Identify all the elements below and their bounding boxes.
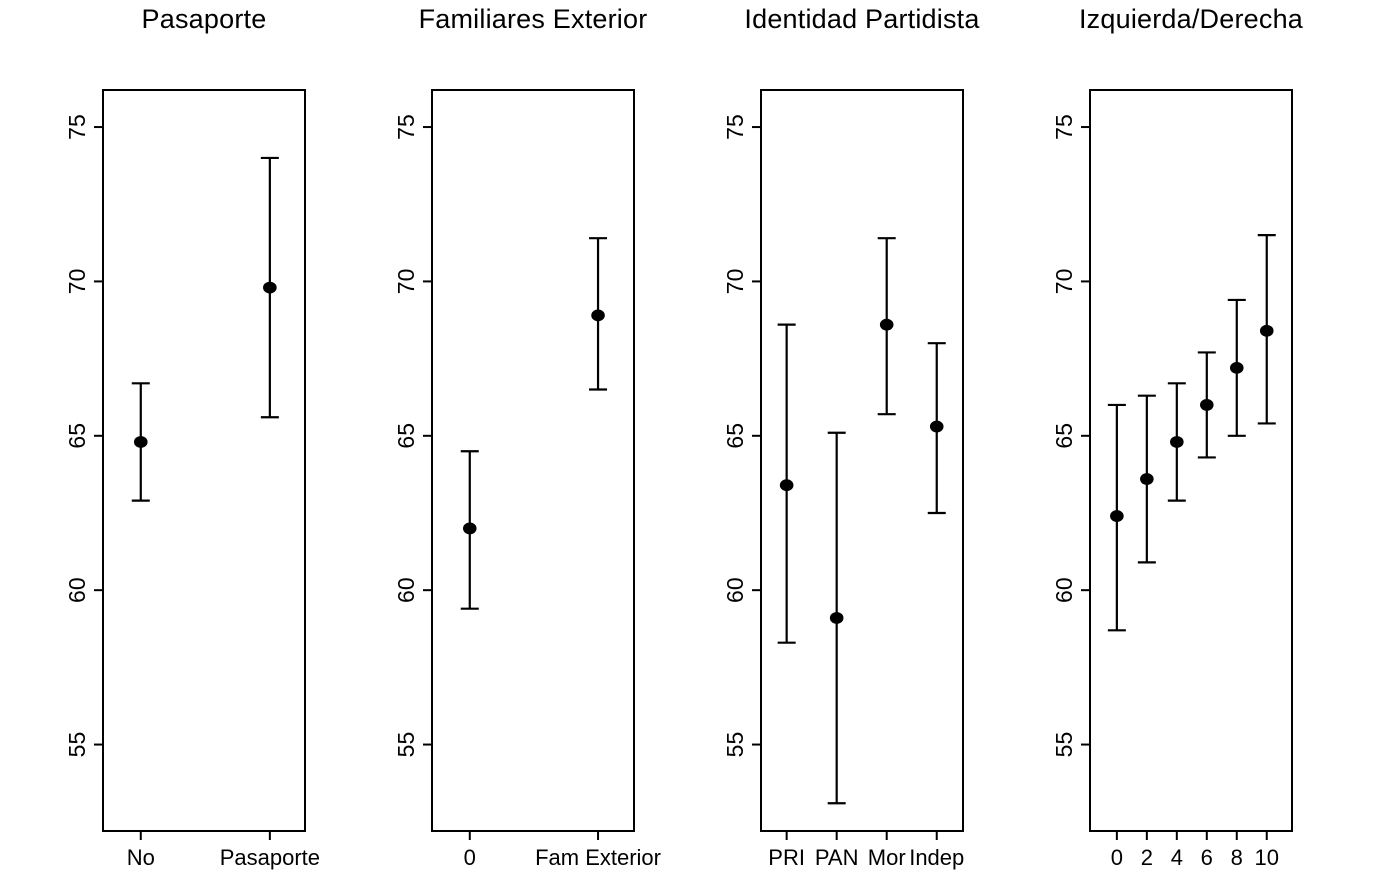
y-axis-tick-label: 65: [393, 423, 419, 449]
y-axis-tick-label: 60: [1051, 577, 1077, 603]
y-axis-tick-label: 65: [722, 423, 748, 449]
point-estimate: [1199, 399, 1214, 411]
panel-identidad-partidista: Identidad Partidista 55 60 65 70 75 PRI PAN Mor…: [699, 0, 993, 882]
x-axis-tick-label: Indep: [909, 845, 964, 870]
panel-plot: 55 60 65 70 75 PRI PAN Mor Indep: [722, 89, 964, 870]
point-estimate: [1259, 324, 1274, 337]
point-estimate: [779, 479, 794, 492]
y-axis-tick-label: 70: [1051, 269, 1077, 295]
point-estimate: [1229, 361, 1244, 374]
point-estimate: [133, 436, 148, 448]
y-axis-tick-label: 65: [64, 423, 90, 449]
y-axis-tick-label: 75: [722, 114, 748, 140]
point-estimate: [591, 309, 605, 322]
panel-title: Familiares Exterior: [418, 4, 648, 34]
panel-familiares-exterior: Familiares Exterior 55 60 65 70 75 0 Fam Exter…: [370, 0, 664, 882]
y-axis-tick-label: 70: [722, 269, 748, 295]
point-estimate: [1170, 436, 1184, 448]
y-axis-tick-label: 55: [64, 732, 90, 758]
point-estimate: [263, 281, 277, 294]
x-axis-tick-label: Fam Exterior: [535, 845, 661, 870]
y-axis-tick-label: 70: [64, 269, 90, 295]
plot-box: [431, 89, 635, 832]
point-estimate: [462, 522, 477, 535]
panel-plot: 55 60 65 70 75 0 2 4 6 8 10: [1051, 89, 1293, 870]
panel-izquierda-derecha: Izquierda/Derecha 55 60 65 70 75 0 2 4 6 8 10: [1028, 0, 1322, 882]
y-axis-tick-label: 65: [1051, 423, 1077, 449]
y-axis-tick-label: 60: [64, 577, 90, 603]
x-axis-tick-label: No: [127, 845, 155, 870]
x-axis-tick-label: PRI: [768, 845, 805, 870]
x-axis-tick-label: 0: [464, 845, 476, 870]
panel-title: Izquierda/Derecha: [1078, 4, 1304, 34]
y-axis-tick-label: 60: [393, 577, 419, 603]
x-axis-tick-label: 8: [1231, 845, 1243, 870]
y-axis-tick-label: 55: [722, 732, 748, 758]
panel-pasaporte: Pasaporte 55 60 65 70 75 No Pasaporte: [41, 0, 335, 882]
x-axis-tick-label: 4: [1171, 845, 1183, 870]
x-axis-tick-label: PAN: [815, 845, 859, 870]
panel-title: Identidad Partidista: [744, 4, 980, 34]
plot-box: [760, 89, 964, 832]
y-axis-tick-label: 55: [393, 732, 419, 758]
y-axis-tick-label: 75: [1051, 114, 1077, 140]
y-axis-tick-label: 55: [1051, 732, 1077, 758]
point-estimate: [879, 318, 894, 331]
y-axis-tick-label: 70: [393, 269, 419, 295]
point-estimate: [829, 612, 844, 624]
y-axis-tick-label: 60: [722, 577, 748, 603]
point-estimate: [929, 420, 944, 433]
plot-box: [1089, 89, 1293, 832]
y-axis-tick-label: 75: [64, 114, 90, 140]
plot-box: [102, 89, 306, 832]
x-axis-tick-label: 6: [1201, 845, 1213, 870]
y-axis-tick-label: 75: [393, 114, 419, 140]
point-estimate: [1110, 510, 1124, 522]
point-estimate: [1140, 473, 1154, 485]
x-axis-tick-label: 0: [1111, 845, 1123, 870]
x-axis-tick-label: Pasaporte: [220, 845, 320, 870]
panel-plot: 55 60 65 70 75 0 Fam Exterior: [393, 89, 661, 870]
panel-title: Pasaporte: [141, 4, 267, 34]
panel-plot: 55 60 65 70 75 No Pasaporte: [64, 89, 320, 870]
x-axis-tick-label: Mor: [868, 845, 906, 870]
x-axis-tick-label: 10: [1255, 845, 1279, 870]
x-axis-tick-label: 2: [1141, 845, 1153, 870]
